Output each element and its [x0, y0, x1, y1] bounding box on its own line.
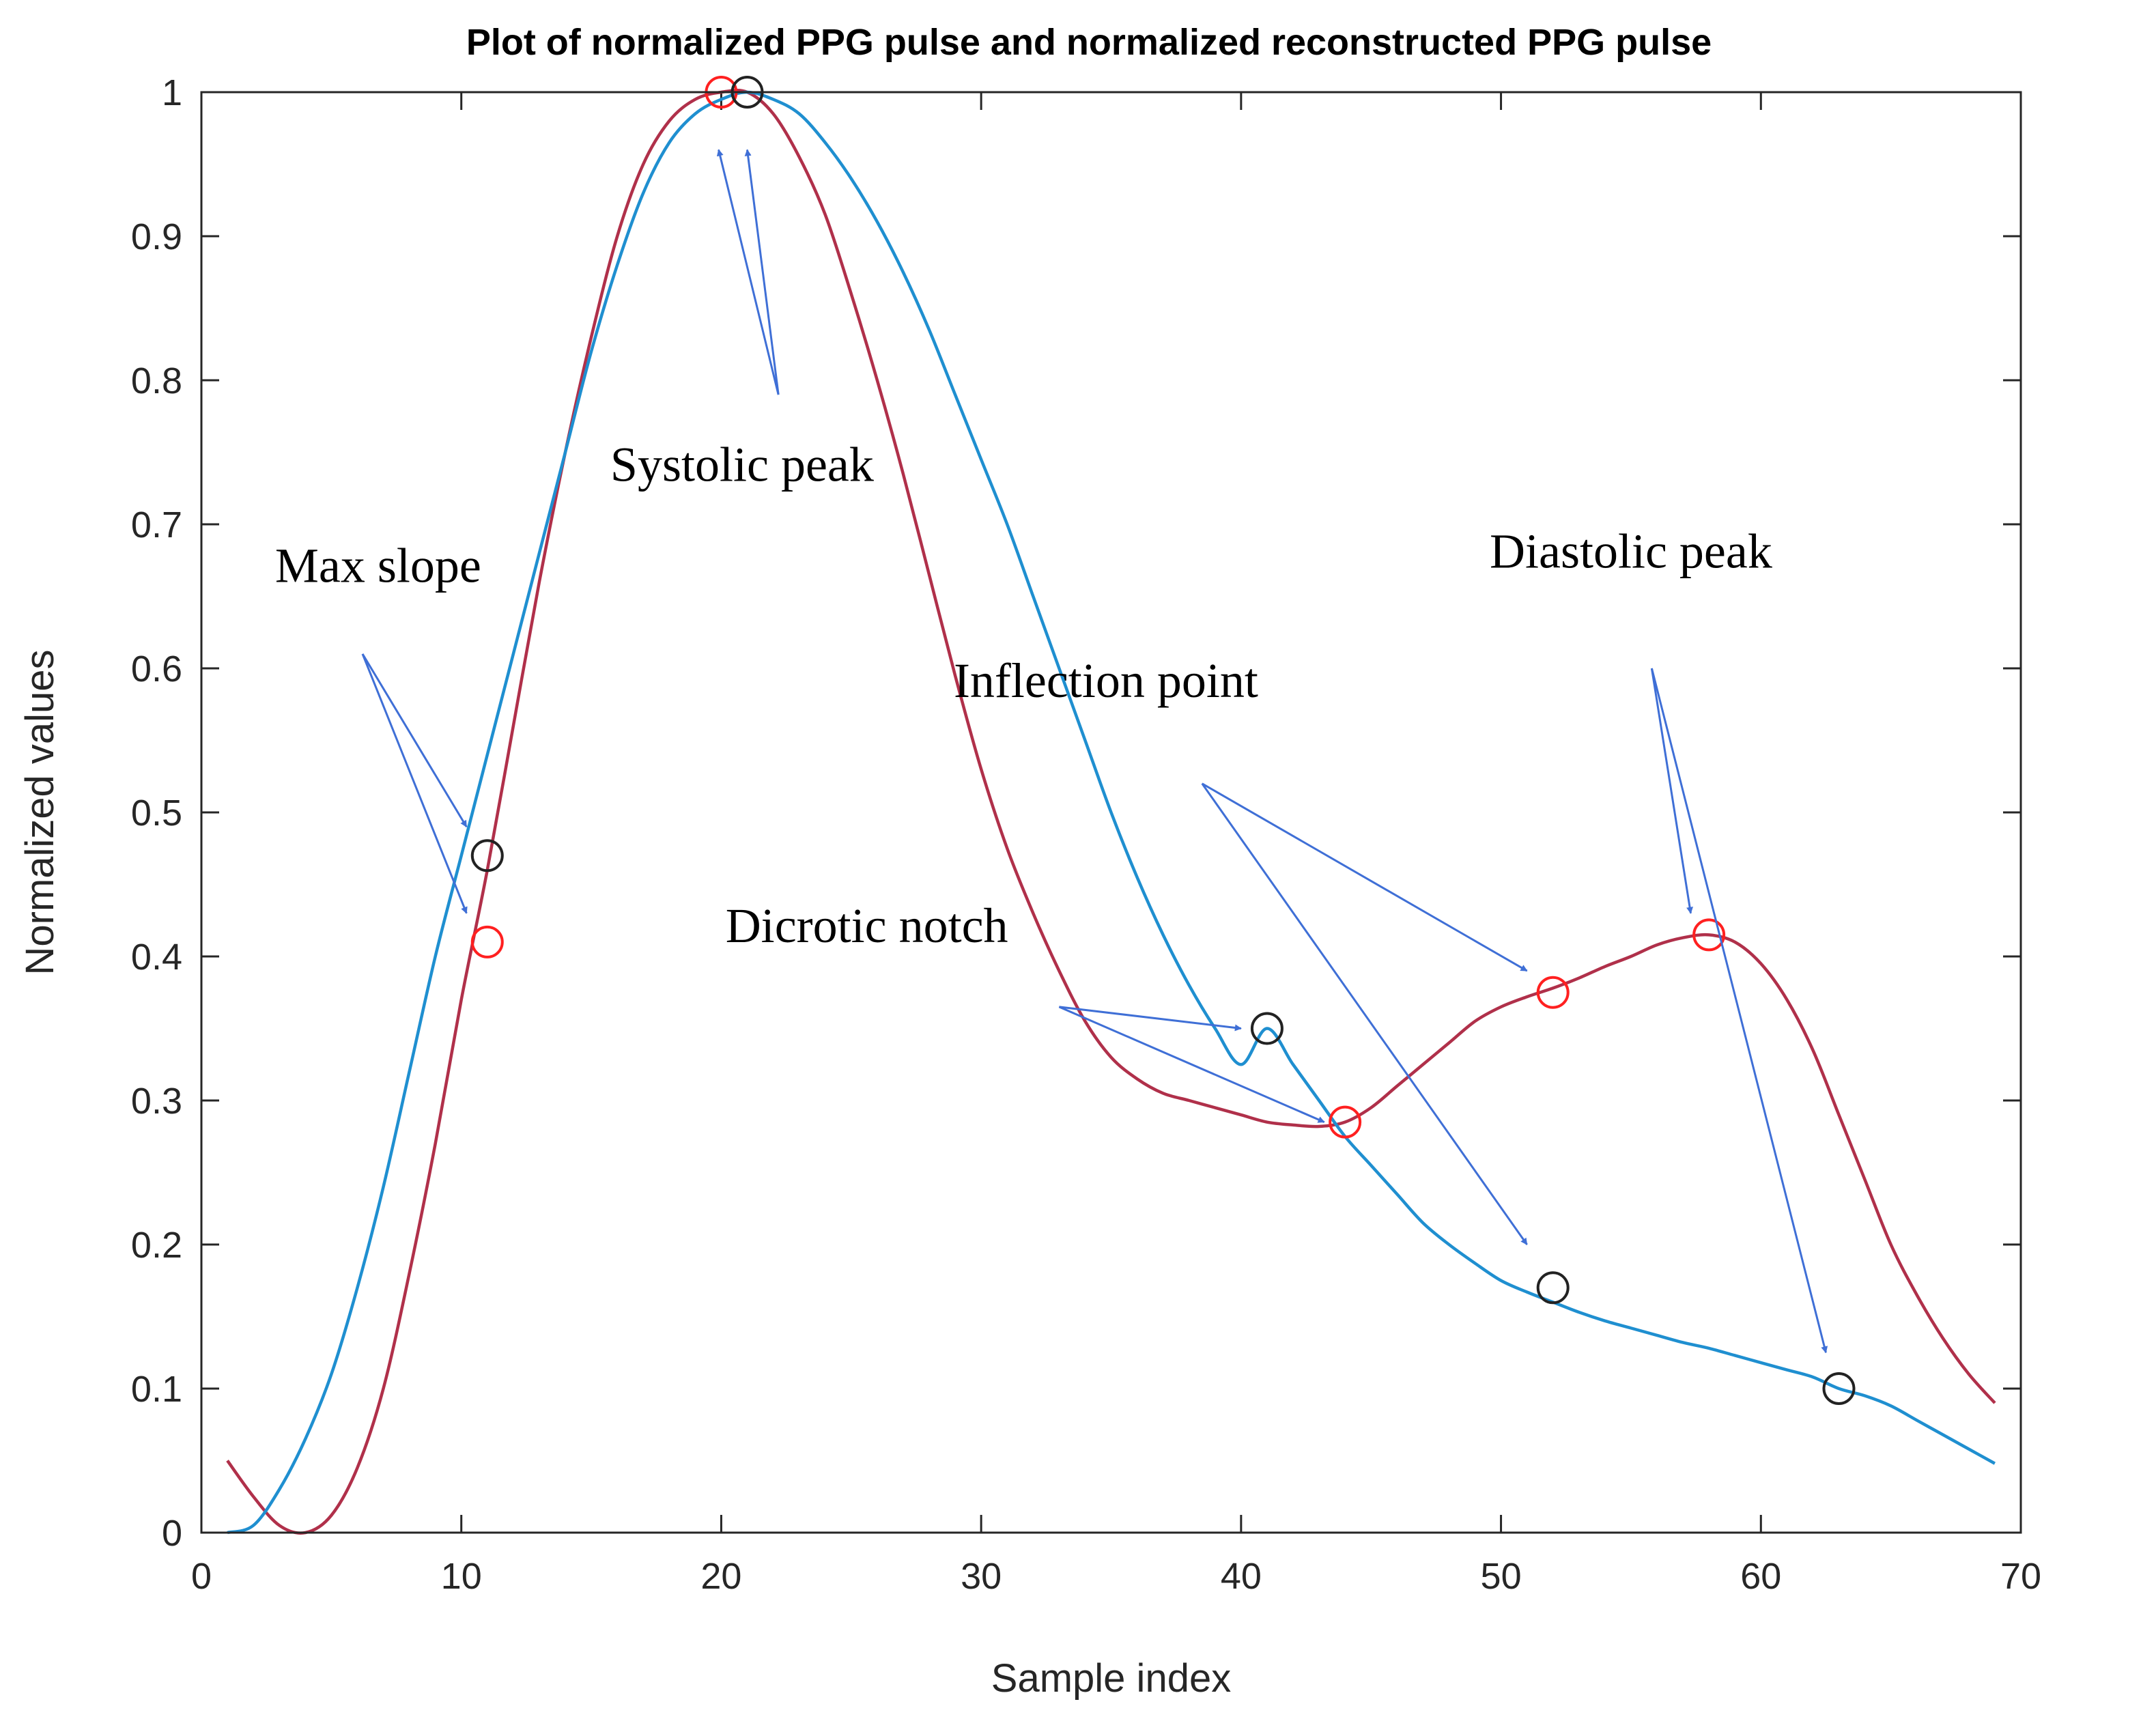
series-1-marker	[1536, 976, 1570, 1009]
y-tick-label: 0.3	[131, 1081, 182, 1122]
x-tick-label: 10	[441, 1556, 482, 1597]
plot-frame	[200, 91, 2022, 1534]
annotation-arrow	[1650, 668, 1694, 914]
y-tick-label: 0.7	[131, 505, 182, 545]
y-tick-label: 0.4	[131, 937, 182, 978]
y-tick-label: 0	[162, 1513, 182, 1554]
y-tick-label: 0.5	[131, 793, 182, 834]
annotation-label: Systolic peak	[610, 438, 874, 492]
series-line-1	[226, 88, 1996, 1535]
series-2-marker	[1250, 1012, 1283, 1045]
annotation-label: Inflection point	[954, 653, 1258, 708]
annotation-arrow	[1201, 782, 1528, 1245]
annotation-label: Max slope	[275, 538, 481, 593]
annotation-label: Dicrotic notch	[726, 898, 1008, 953]
x-tick-label: 60	[1740, 1556, 1781, 1597]
annotation-arrow	[1058, 1006, 1325, 1124]
x-tick-label: 70	[2000, 1556, 2041, 1597]
x-tick-label: 40	[1221, 1556, 1262, 1597]
annotation-arrow	[1202, 782, 1528, 972]
series-2-marker	[470, 839, 504, 872]
y-axis-label: Normalized values	[18, 649, 62, 975]
x-axis-label: Sample index	[991, 1656, 1231, 1701]
y-tick-label: 0.8	[131, 360, 182, 401]
annotation-arrow	[361, 653, 468, 914]
x-tick-label: 30	[961, 1556, 1002, 1597]
chart-title: Plot of normalized PPG pulse and normali…	[466, 22, 1712, 63]
x-tick-label: 0	[191, 1556, 212, 1597]
series-2-marker	[1536, 1271, 1570, 1305]
y-tick-label: 0.6	[131, 649, 182, 690]
annotation-arrow	[744, 149, 780, 395]
series-1-marker	[470, 925, 504, 958]
annotation-arrow	[716, 149, 780, 395]
annotation-arrow	[1650, 668, 1828, 1354]
y-tick-label: 0.2	[131, 1225, 182, 1266]
x-tick-label: 20	[700, 1556, 741, 1597]
x-tick-label: 50	[1481, 1556, 1522, 1597]
annotation-arrow	[1059, 1006, 1242, 1032]
annotation-arrow	[361, 653, 468, 827]
annotation-label: Diastolic peak	[1490, 524, 1772, 578]
y-tick-label: 1	[162, 72, 182, 113]
series-line-2	[227, 90, 1996, 1535]
series-1-marker	[1329, 1105, 1362, 1139]
series-1-marker	[1692, 918, 1726, 952]
y-tick-label: 0.9	[131, 216, 182, 257]
series-2-marker	[1822, 1372, 1856, 1405]
y-tick-label: 0.1	[131, 1369, 182, 1410]
